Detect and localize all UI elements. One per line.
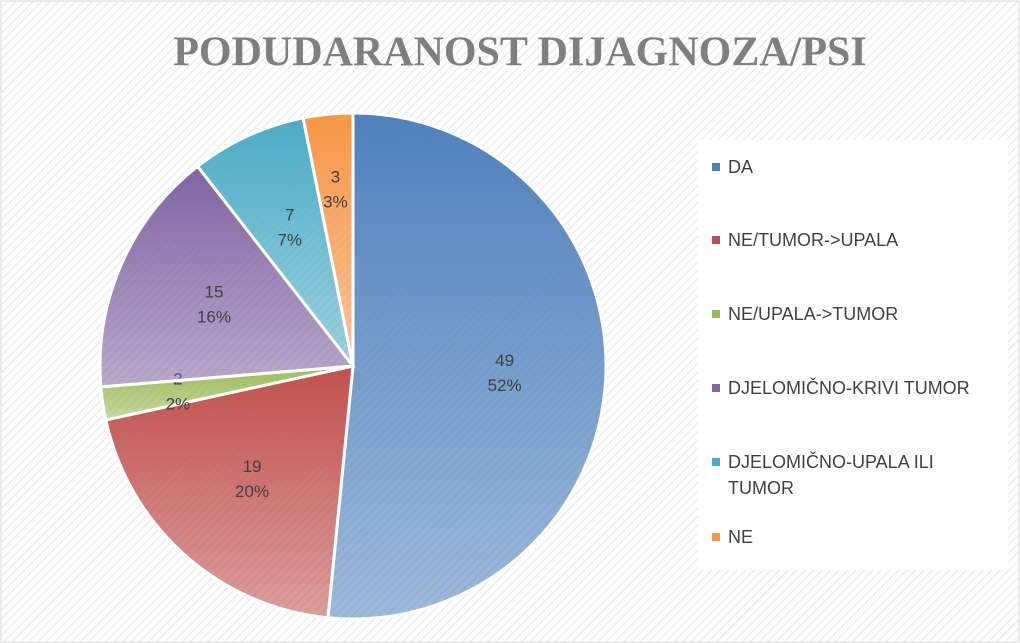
chart-title: PODUDARANOST DIJAGNOZA/PSI xyxy=(173,30,866,76)
data-label: 7 xyxy=(285,205,294,224)
legend-swatch xyxy=(712,384,720,392)
legend-item: NE/UPALA->TUMOR xyxy=(712,301,1002,327)
percent-label: 52% xyxy=(488,376,522,395)
data-label: 3 xyxy=(331,167,340,186)
legend-swatch xyxy=(712,236,720,244)
legend-item: NE/TUMOR->UPALA xyxy=(712,227,1002,253)
legend-item: DJELOMIČNO-KRIVI TUMOR xyxy=(712,375,1002,401)
legend-item: NE xyxy=(712,524,1002,550)
legend-item: DJELOMIČNO-UPALA ILI TUMOR xyxy=(712,449,1002,501)
legend-swatch xyxy=(712,163,720,171)
legend-swatch xyxy=(712,310,720,318)
legend-label: DA xyxy=(728,157,754,177)
percent-label: 7% xyxy=(277,230,302,249)
pie-slice xyxy=(104,364,355,620)
data-label: 19 xyxy=(243,457,262,476)
percent-label: 16% xyxy=(197,308,231,327)
percent-label: 3% xyxy=(323,192,348,211)
percent-label: 20% xyxy=(235,482,269,501)
percent-label: 2% xyxy=(166,395,191,414)
legend-label: NE xyxy=(728,527,754,547)
data-label: 49 xyxy=(495,351,514,370)
pie-slice xyxy=(326,111,608,621)
legend-label: NE/TUMOR->UPALA xyxy=(728,230,899,250)
data-label: 15 xyxy=(205,283,224,302)
legend-label: DJELOMIČNO-UPALA ILI TUMOR xyxy=(728,452,934,498)
legend-item: DA xyxy=(712,154,1002,180)
legend-swatch xyxy=(712,458,720,466)
legend-swatch xyxy=(712,533,720,541)
legend: DA NE/TUMOR->UPALA NE/UPALA->TUMOR DJELOMIČ… xyxy=(698,140,1008,570)
pie-slice xyxy=(301,111,355,367)
pie-slice xyxy=(98,164,356,389)
legend-label: NE/UPALA->TUMOR xyxy=(728,304,899,324)
legend-label: DJELOMIČNO-KRIVI TUMOR xyxy=(728,378,970,398)
